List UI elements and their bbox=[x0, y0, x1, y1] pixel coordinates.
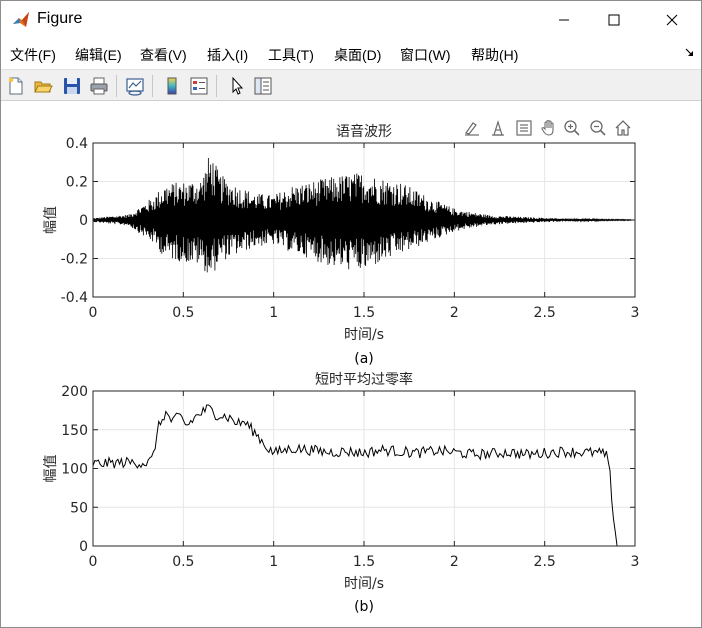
x-axis-label: 时间/s bbox=[344, 576, 384, 592]
zoom-out-button[interactable] bbox=[587, 117, 609, 139]
y-tick-label: 150 bbox=[61, 423, 88, 439]
edit-plot-pointer-icon bbox=[232, 76, 244, 95]
home-icon bbox=[615, 120, 631, 136]
y-tick-label: -0.2 bbox=[61, 252, 88, 268]
menu-bar: 文件(F) 编辑(E) 查看(V) 插入(I) 工具(T) 桌面(D) 窗口(W… bbox=[1, 41, 701, 67]
window-title: Figure bbox=[37, 10, 83, 27]
zoom-in-button[interactable] bbox=[561, 117, 583, 139]
chart-title: 语音波形 bbox=[336, 123, 392, 140]
menu-window[interactable]: 窗口(W) bbox=[400, 47, 451, 63]
figure-toolbar bbox=[1, 69, 701, 101]
brush-button[interactable] bbox=[461, 117, 483, 139]
x-tick-label: 1 bbox=[269, 554, 278, 570]
new-figure-icon bbox=[8, 77, 23, 95]
property-inspector-icon bbox=[254, 77, 272, 95]
restore-view-icon bbox=[516, 120, 532, 136]
save-button[interactable] bbox=[60, 74, 84, 98]
x-tick-label: 0.5 bbox=[172, 554, 194, 570]
property-inspector-button[interactable] bbox=[251, 74, 275, 98]
x-tick-label: 1.5 bbox=[353, 305, 375, 321]
x-axis-label: 时间/s bbox=[344, 327, 384, 343]
colorbar-button[interactable] bbox=[160, 74, 184, 98]
data-tips-button[interactable] bbox=[487, 117, 509, 139]
legend-button[interactable] bbox=[187, 74, 211, 98]
save-icon bbox=[64, 78, 80, 94]
home-button[interactable] bbox=[612, 117, 634, 139]
link-plot-button[interactable] bbox=[123, 74, 147, 98]
x-tick-label: 2.5 bbox=[534, 305, 556, 321]
minimize-button[interactable] bbox=[539, 1, 589, 39]
x-tick-label: 3 bbox=[631, 554, 640, 570]
menu-insert[interactable]: 插入(I) bbox=[207, 47, 249, 63]
matlab-logo-icon bbox=[13, 12, 29, 27]
y-tick-label: 0.2 bbox=[66, 175, 88, 191]
title-bar: Figure bbox=[1, 1, 701, 39]
y-tick-label: -0.4 bbox=[61, 290, 88, 306]
toolbar-separator bbox=[116, 75, 117, 97]
figure-caption: (b) bbox=[354, 599, 374, 615]
menu-view[interactable]: 查看(V) bbox=[140, 47, 187, 63]
figure-caption: (a) bbox=[354, 351, 374, 367]
data-tips-icon bbox=[492, 119, 504, 136]
toolbar-separator bbox=[216, 75, 217, 97]
menu-tools[interactable]: 工具(T) bbox=[268, 47, 314, 63]
close-icon bbox=[666, 14, 678, 26]
x-tick-label: 2 bbox=[450, 554, 459, 570]
x-tick-label: 1 bbox=[269, 305, 278, 321]
y-axis-label: 幅值 bbox=[43, 206, 59, 234]
maximize-button[interactable] bbox=[589, 1, 639, 39]
x-tick-label: 1.5 bbox=[353, 554, 375, 570]
x-tick-label: 2 bbox=[450, 305, 459, 321]
menu-desktop[interactable]: 桌面(D) bbox=[334, 47, 382, 63]
y-tick-label: 0 bbox=[79, 213, 88, 229]
menu-help[interactable]: 帮助(H) bbox=[471, 47, 519, 63]
link-plot-icon bbox=[126, 78, 144, 96]
print-icon bbox=[90, 77, 108, 95]
chart-title: 短时平均过零率 bbox=[315, 371, 413, 388]
y-tick-label: 200 bbox=[61, 384, 88, 400]
pan-hand-icon bbox=[541, 119, 554, 136]
x-tick-label: 0 bbox=[89, 305, 98, 321]
zoom-in-icon bbox=[564, 120, 580, 136]
y-tick-label: 0.4 bbox=[66, 136, 88, 152]
edit-plot-button[interactable] bbox=[225, 74, 249, 98]
x-tick-label: 3 bbox=[631, 305, 640, 321]
toolbar-separator bbox=[152, 75, 153, 97]
x-tick-label: 0 bbox=[89, 554, 98, 570]
menu-edit[interactable]: 编辑(E) bbox=[75, 47, 122, 63]
y-tick-label: 50 bbox=[70, 500, 88, 516]
open-file-button[interactable] bbox=[31, 74, 55, 98]
x-tick-label: 2.5 bbox=[534, 554, 556, 570]
zero-crossing-rate-line bbox=[92, 404, 626, 547]
pan-button[interactable] bbox=[538, 117, 560, 139]
arrow-down-right-icon[interactable] bbox=[685, 47, 695, 57]
open-file-icon bbox=[34, 81, 53, 93]
zoom-out-icon bbox=[590, 120, 606, 136]
print-button[interactable] bbox=[87, 74, 111, 98]
legend-icon bbox=[190, 77, 208, 95]
waveform-line bbox=[92, 158, 632, 273]
restore-view-button[interactable] bbox=[513, 117, 535, 139]
brush-edit-icon bbox=[465, 122, 479, 136]
close-button[interactable] bbox=[647, 1, 697, 39]
minimize-icon bbox=[559, 19, 569, 21]
new-figure-button[interactable] bbox=[4, 74, 28, 98]
y-axis-label: 幅值 bbox=[43, 455, 59, 483]
colorbar-icon bbox=[167, 77, 177, 95]
menu-file[interactable]: 文件(F) bbox=[10, 47, 56, 63]
y-tick-label: 0 bbox=[79, 539, 88, 555]
x-tick-label: 0.5 bbox=[172, 305, 194, 321]
y-tick-label: 100 bbox=[61, 462, 88, 478]
maximize-icon bbox=[608, 14, 620, 26]
